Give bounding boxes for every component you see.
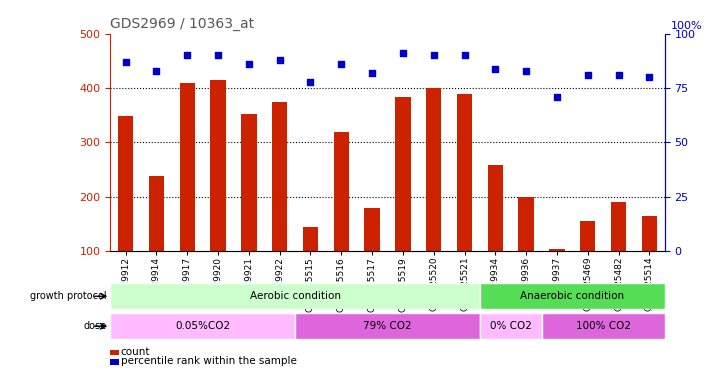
Bar	[580, 221, 596, 306]
Bar	[110, 313, 295, 339]
Point	[428, 53, 439, 58]
Point	[582, 72, 594, 78]
Bar	[365, 208, 380, 306]
Text: 100%: 100%	[670, 21, 702, 31]
Point	[613, 72, 624, 78]
Point	[397, 50, 409, 56]
Point	[643, 74, 655, 80]
Point	[274, 57, 285, 63]
Bar	[426, 88, 442, 306]
Text: 0% CO2: 0% CO2	[490, 321, 532, 331]
Bar	[550, 249, 565, 306]
Point	[459, 53, 470, 58]
Point	[213, 53, 224, 58]
Bar	[118, 116, 134, 306]
Point	[305, 79, 316, 85]
Bar	[457, 93, 472, 306]
Point	[151, 68, 162, 74]
Bar	[611, 202, 626, 306]
Bar	[241, 114, 257, 306]
Text: 0.05%CO2: 0.05%CO2	[175, 321, 230, 331]
Point	[366, 70, 378, 76]
Text: growth protocol: growth protocol	[30, 291, 107, 301]
Bar	[488, 165, 503, 306]
Bar	[480, 313, 542, 339]
Text: Anaerobic condition: Anaerobic condition	[520, 291, 624, 301]
Bar	[642, 216, 657, 306]
Bar	[149, 176, 164, 306]
Bar	[480, 283, 665, 309]
Bar	[272, 102, 287, 306]
Text: Aerobic condition: Aerobic condition	[250, 291, 341, 301]
Bar	[333, 132, 349, 306]
Point	[336, 61, 347, 67]
Bar	[210, 80, 226, 306]
Bar	[295, 313, 480, 339]
Text: count: count	[121, 347, 150, 357]
Point	[181, 53, 193, 58]
Point	[551, 94, 562, 100]
Point	[490, 66, 501, 72]
Point	[243, 61, 255, 67]
Text: 79% CO2: 79% CO2	[363, 321, 412, 331]
Text: dose: dose	[83, 321, 107, 331]
Bar	[179, 82, 195, 306]
Point	[520, 68, 532, 74]
Bar	[303, 227, 319, 306]
Point	[120, 59, 132, 65]
Bar	[542, 313, 665, 339]
Text: percentile rank within the sample: percentile rank within the sample	[121, 356, 296, 366]
Text: GDS2969 / 10363_at: GDS2969 / 10363_at	[110, 17, 255, 32]
Bar	[110, 283, 480, 309]
Text: 100% CO2: 100% CO2	[576, 321, 631, 331]
Bar	[395, 98, 411, 306]
Bar	[518, 197, 534, 306]
